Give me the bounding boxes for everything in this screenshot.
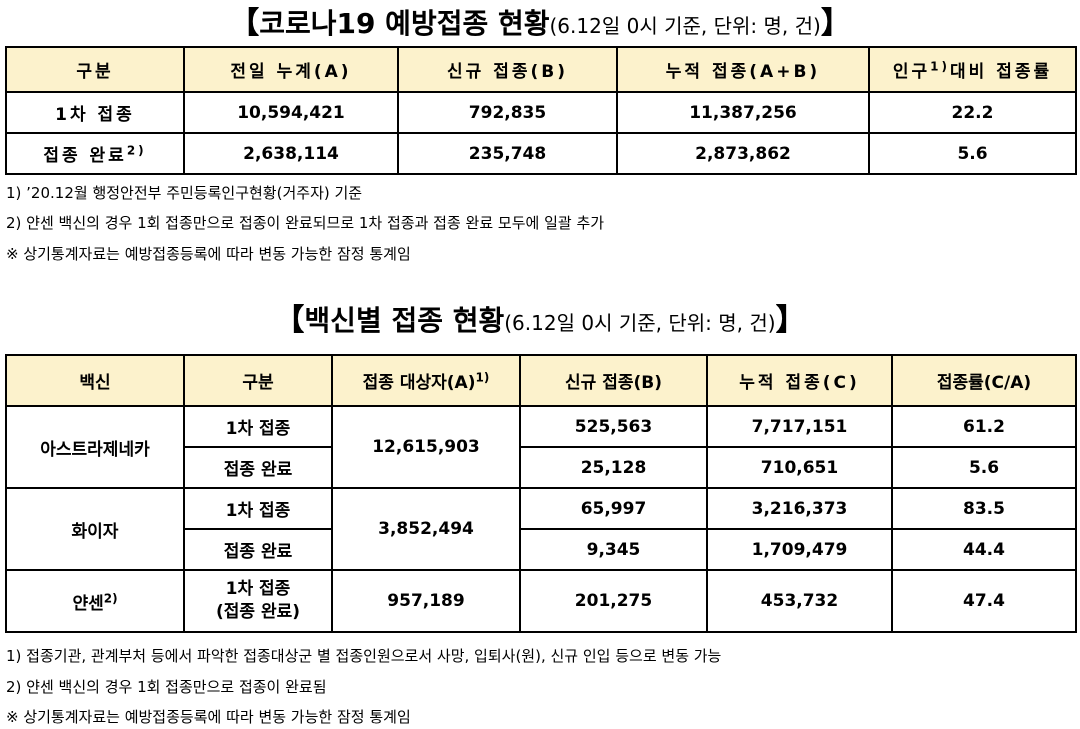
header-target-footnote: 1) xyxy=(475,370,490,385)
header-category: 구분 xyxy=(183,354,333,407)
header-new: 신규 접종(B) xyxy=(519,354,708,407)
header-target-text: 접종 대상자(A) xyxy=(362,373,476,393)
prev-total-value: 10,594,421 xyxy=(183,91,399,134)
vaccine-name: 얀센2) xyxy=(5,569,185,633)
title-bracket-close: 】 xyxy=(820,6,851,41)
vaccine-status-title: 【백신별 접종 현황(6.12일 0시 기준, 단위: 명, 건)】 xyxy=(0,300,1080,342)
cumulative-value: 2,873,862 xyxy=(616,132,870,175)
table-row: 접종 완료 25,128 710,651 5.6 xyxy=(6,446,1077,489)
target-value: 3,852,494 xyxy=(331,487,521,571)
dose-type: 1차 접종 (접종 완료) xyxy=(183,569,333,633)
rate-value: 5.6 xyxy=(891,446,1077,489)
vaccine-name: 화이자 xyxy=(5,487,185,571)
header-rate: 인구1)대비 접종률 xyxy=(868,46,1077,93)
table-row: 접종 완료 9,345 1,709,479 44.4 xyxy=(6,528,1077,571)
prev-total-value: 2,638,114 xyxy=(183,132,399,175)
cumulative-value: 1,709,479 xyxy=(706,528,893,571)
header-rate: 접종률(C/A) xyxy=(891,354,1077,407)
vaccination-status-title: 【코로나19 예방접종 현황(6.12일 0시 기준, 단위: 명, 건)】 xyxy=(0,4,1080,44)
dose-type-line2: (접종 완료) xyxy=(215,602,301,622)
dose-type: 1차 접종 xyxy=(183,405,333,448)
title-sub: (6.12일 0시 기준, 단위: 명, 건) xyxy=(549,14,821,38)
dose-type: 접종 완료 xyxy=(183,528,333,571)
table-header-row: 백신 구분 접종 대상자(A)1) 신규 접종(B) 누적 접종(C) 접종률(… xyxy=(5,354,1077,407)
row-label-footnote: 2) xyxy=(126,143,147,158)
header-category: 구분 xyxy=(5,46,185,93)
header-prev-total: 전일 누계(A) xyxy=(183,46,399,93)
vaccine-name-footnote: 2) xyxy=(103,590,118,605)
footnote-1: 1) ’20.12월 행정안전부 주민등록인구현황(거주자) 기준 xyxy=(6,184,363,202)
header-rate-footnote: 1) xyxy=(930,59,950,74)
cumulative-value: 710,651 xyxy=(706,446,893,489)
cumulative-value: 453,732 xyxy=(706,569,893,633)
title-sub: (6.12일 0시 기준, 단위: 명, 건) xyxy=(504,311,776,335)
header-target: 접종 대상자(A)1) xyxy=(331,354,521,407)
title-main: 코로나19 예방접종 현황 xyxy=(259,7,550,40)
vaccine-status-table: 백신 구분 접종 대상자(A)1) 신규 접종(B) 누적 접종(C) 접종률(… xyxy=(5,354,1077,633)
vaccination-status-table: 구분 전일 누계(A) 신규 접종(B) 누적 접종(A+B) 인구1)대비 접… xyxy=(5,46,1077,175)
dose-type-line1: 1차 접종 xyxy=(225,579,291,599)
new-value: 235,748 xyxy=(397,132,618,175)
header-rate-rest: 대비 접종률 xyxy=(950,62,1053,82)
new-value: 9,345 xyxy=(519,528,708,571)
title-bracket-open: 【 xyxy=(229,6,260,41)
new-value: 201,275 xyxy=(519,569,708,633)
row-label-text: 1차 접종 xyxy=(55,105,135,125)
table-row: 아스트라제네카 1차 접종 12,615,903 525,563 7,717,1… xyxy=(5,405,1077,489)
rate-value: 83.5 xyxy=(891,487,1077,530)
row-label-text: 접종 완료 xyxy=(43,146,127,166)
dose-type: 접종 완료 xyxy=(183,446,333,489)
table-row: 얀센2) 1차 접종 (접종 완료) 957,189 201,275 453,73… xyxy=(5,569,1077,633)
vaccine-name: 아스트라제네카 xyxy=(5,405,185,489)
header-cumulative: 누적 접종(C) xyxy=(706,354,893,407)
table-header-row: 구분 전일 누계(A) 신규 접종(B) 누적 접종(A+B) 인구1)대비 접… xyxy=(5,46,1077,93)
table-row: 화이자 1차 접종 3,852,494 65,997 3,216,373 83.… xyxy=(5,487,1077,571)
row-label: 1차 접종 xyxy=(5,91,185,134)
table-row: 1차 접종 10,594,421 792,835 11,387,256 22.2 xyxy=(5,91,1077,134)
rate-value: 44.4 xyxy=(891,528,1077,571)
cumulative-value: 11,387,256 xyxy=(616,91,870,134)
target-value: 957,189 xyxy=(331,569,521,633)
new-value: 792,835 xyxy=(397,91,618,134)
footnote-3: ※ 상기통계자료는 예방접종등록에 따라 변동 가능한 잠정 통계임 xyxy=(6,245,411,263)
header-new: 신규 접종(B) xyxy=(397,46,618,93)
table-row: 접종 완료2) 2,638,114 235,748 2,873,862 5.6 xyxy=(5,132,1077,175)
header-rate-pop: 인구 xyxy=(892,62,931,82)
footnote-3: ※ 상기통계자료는 예방접종등록에 따라 변동 가능한 잠정 통계임 xyxy=(6,708,411,726)
new-value: 525,563 xyxy=(519,405,708,448)
rate-value: 5.6 xyxy=(868,132,1077,175)
rate-value: 22.2 xyxy=(868,91,1077,134)
rate-value: 47.4 xyxy=(891,569,1077,633)
row-label: 접종 완료2) xyxy=(5,132,185,175)
vaccine-name-text: 얀센 xyxy=(72,593,104,614)
footnote-1: 1) 접종기관, 관계부처 등에서 파악한 접종대상군 별 접종인원으로서 사망… xyxy=(6,647,722,665)
title-bracket-close: 】 xyxy=(775,303,806,338)
footnote-2: 2) 얀센 백신의 경우 1회 접종만으로 접종이 완료됨 xyxy=(6,678,327,696)
header-vaccine: 백신 xyxy=(5,354,185,407)
new-value: 65,997 xyxy=(519,487,708,530)
title-bracket-open: 【 xyxy=(274,303,305,338)
rate-value: 61.2 xyxy=(891,405,1077,448)
dose-type: 1차 접종 xyxy=(183,487,333,530)
footnote-2: 2) 얀센 백신의 경우 1회 접종만으로 접종이 완료되므로 1차 접종과 접… xyxy=(6,214,605,232)
new-value: 25,128 xyxy=(519,446,708,489)
header-cumulative: 누적 접종(A+B) xyxy=(616,46,870,93)
title-main: 백신별 접종 현황 xyxy=(304,304,505,337)
target-value: 12,615,903 xyxy=(331,405,521,489)
cumulative-value: 7,717,151 xyxy=(706,405,893,448)
cumulative-value: 3,216,373 xyxy=(706,487,893,530)
